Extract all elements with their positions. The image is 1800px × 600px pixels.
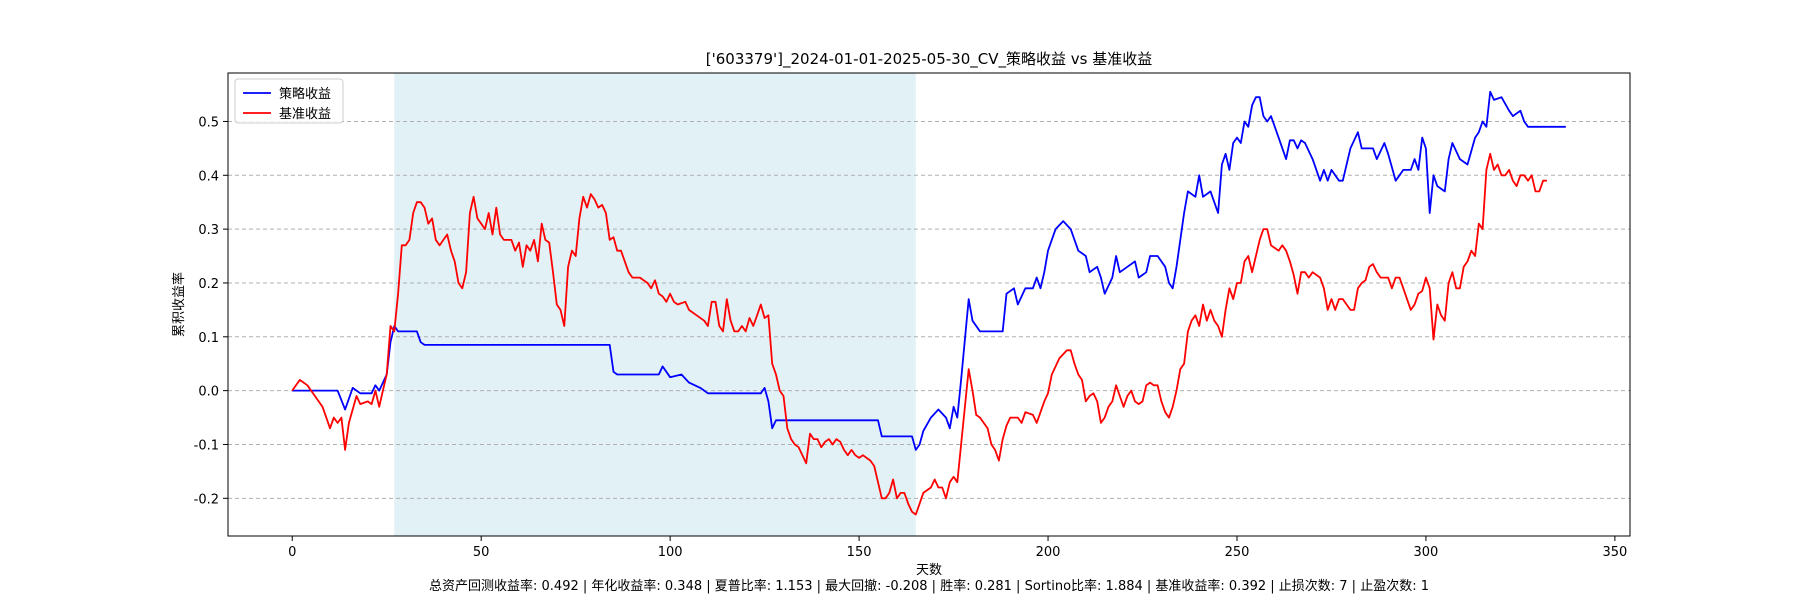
series-line-0 [292, 90, 1566, 451]
y-tick-label: 0.3 [198, 223, 219, 238]
x-tick-label: 300 [1414, 545, 1439, 560]
x-tick-label: 250 [1225, 545, 1250, 560]
summary-stats: 总资产回测收益率: 0.492 | 年化收益率: 0.348 | 夏普比率: 1… [429, 578, 1429, 594]
y-tick-label: 0.0 [198, 385, 219, 400]
x-tick-label: 150 [847, 545, 872, 560]
y-tick-label: 0.1 [198, 331, 219, 346]
shaded-region [394, 73, 916, 536]
x-tick-label: 100 [658, 545, 683, 560]
y-tick-label: 0.5 [198, 115, 219, 130]
x-tick-label: 350 [1602, 545, 1627, 560]
y-tick-label: -0.2 [194, 492, 219, 507]
y-tick-label: -0.1 [194, 438, 219, 453]
y-axis: -0.2 -0.1 0.0 0.1 0.2 0.3 0.4 0.5 [194, 115, 228, 507]
legend-box [234, 78, 344, 124]
y-axis-label: 累积收益率 [171, 272, 187, 337]
legend-label-1: 基准收益 [279, 107, 331, 122]
x-axis: 0 50 100 150 200 250 300 350 [288, 536, 1627, 560]
x-tick-label: 200 [1036, 545, 1061, 560]
x-tick-label: 50 [473, 545, 490, 560]
y-tick-label: 0.4 [198, 169, 219, 184]
plot-frame [227, 72, 1631, 537]
legend-label-0: 策略收益 [279, 86, 331, 102]
x-tick-label: 0 [288, 545, 296, 560]
y-tick-label: 0.2 [198, 277, 219, 292]
series-line-1 [291, 152, 1547, 516]
grid [228, 120, 1630, 499]
chart-title: ['603379']_2024-01-01-2025-05-30_CV_策略收益… [706, 50, 1152, 69]
series-lines [291, 90, 1566, 516]
x-axis-label: 天数 [916, 563, 942, 578]
